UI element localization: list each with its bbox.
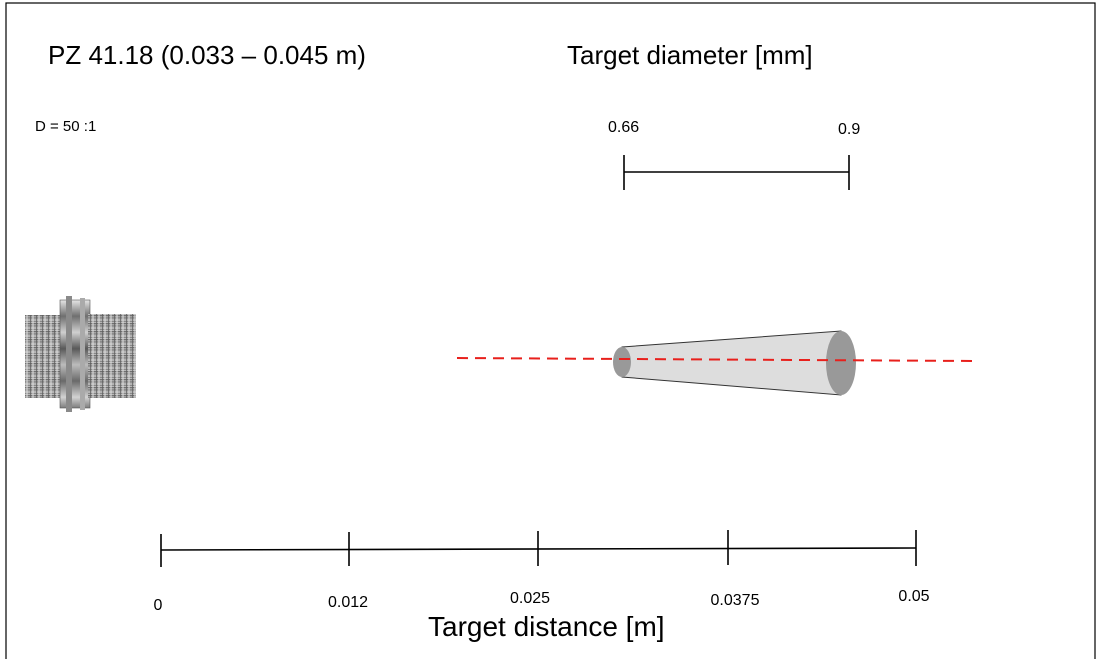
diameter-max-label: 0.9: [838, 121, 861, 138]
diagram-border: [5, 2, 1096, 659]
distance-tick-label: 0.05: [898, 588, 930, 605]
diameter-bracket: [623, 155, 850, 190]
measuring-cone: [613, 330, 856, 396]
distance-tick-label: 0: [153, 597, 163, 614]
distance-tick-label: 0.025: [509, 590, 551, 607]
distance-tick-label: 0.012: [327, 594, 369, 611]
distance-tick-label: 0.0375: [710, 592, 760, 609]
beam-axis-line: [456, 357, 973, 362]
diameter-min-label: 0.66: [608, 119, 640, 136]
target-diameter-title: Target diameter [mm]: [567, 40, 813, 70]
diagram-title: PZ 41.18 (0.033 – 0.045 m): [48, 40, 366, 70]
distance-ratio-label: D = 50 :1: [35, 118, 97, 135]
target-distance-title: Target distance [m]: [428, 611, 665, 642]
sensor-icon: [25, 296, 136, 412]
distance-scale: [160, 530, 917, 567]
cone-start-ellipse: [613, 347, 631, 377]
cone-end-ellipse: [826, 331, 856, 395]
